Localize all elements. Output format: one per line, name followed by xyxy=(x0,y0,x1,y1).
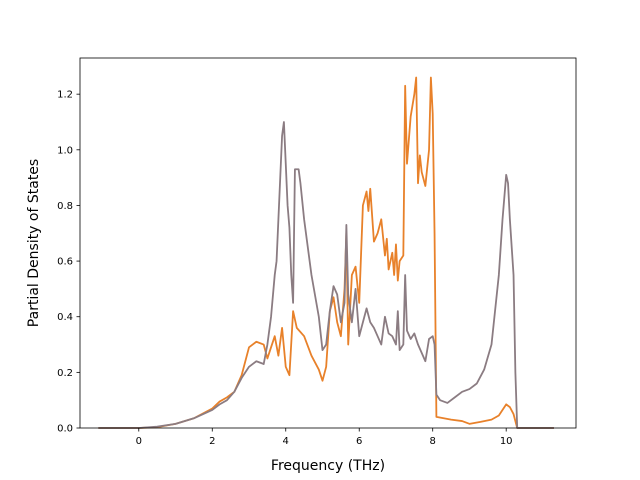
x-tick-label: 6 xyxy=(356,436,362,447)
axes-layer: 0 2 4 6 8 10 0.0 0.2 0.4 0.6 0.8 1.0 1.2 xyxy=(57,57,577,447)
series-line-2 xyxy=(98,121,554,429)
x-tick-label: 10 xyxy=(500,436,513,447)
y-tick-label: 0.0 xyxy=(57,424,73,435)
y-tick-label: 1.2 xyxy=(57,90,73,101)
x-tick-label: 4 xyxy=(283,436,289,447)
x-axis-title: Frequency (THz) xyxy=(271,458,385,474)
y-tick-label: 0.6 xyxy=(57,257,73,268)
axes-frame xyxy=(79,57,577,429)
y-tick-label: 0.8 xyxy=(57,201,73,212)
x-tick-label: 2 xyxy=(209,436,215,447)
series-layer xyxy=(98,76,554,429)
y-tick-label: 1.0 xyxy=(57,145,73,156)
y-tick-label: 0.2 xyxy=(57,368,73,379)
x-tick-label: 8 xyxy=(430,436,436,447)
series-line-1 xyxy=(98,76,554,429)
y-axis-title: Partial Density of States xyxy=(26,159,42,327)
x-tick-label: 0 xyxy=(136,436,142,447)
y-tick-label: 0.4 xyxy=(57,312,73,323)
